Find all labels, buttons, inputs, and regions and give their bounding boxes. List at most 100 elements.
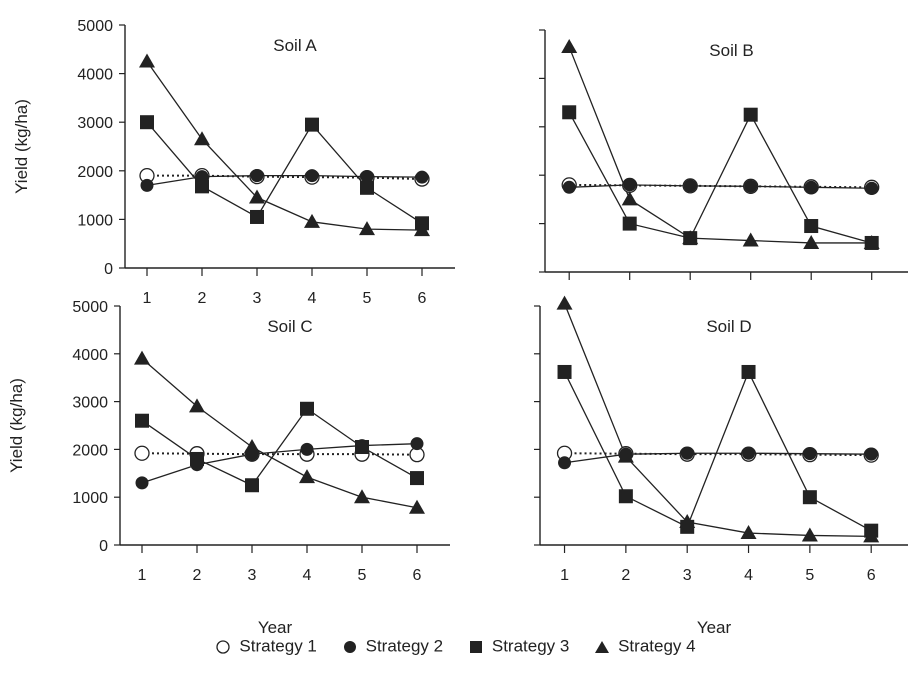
data-point-strategy-4	[863, 234, 880, 249]
data-point-strategy-2	[864, 447, 878, 461]
data-point-strategy-4	[414, 222, 430, 237]
data-point-strategy-3	[410, 471, 424, 486]
y-tick-label: 2000	[77, 164, 113, 181]
legend-item-strategy-2: Strategy 2	[342, 636, 444, 657]
series-line-strategy-3	[568, 111, 872, 244]
x-tick-label: 1	[143, 290, 152, 307]
data-point-strategy-3	[305, 117, 319, 132]
x-tick-label: 5	[358, 567, 367, 584]
legend-label: Strategy 4	[618, 636, 696, 656]
series-line-strategy-2	[146, 175, 423, 187]
data-point-strategy-2	[360, 170, 374, 184]
y-tick-label: 1000	[77, 212, 113, 229]
y-tick-label: 0	[104, 261, 113, 278]
x-tick-label: 1	[560, 567, 569, 584]
data-point-strategy-4	[621, 191, 638, 206]
data-point-strategy-2	[410, 437, 424, 451]
series-line-strategy-1	[141, 452, 418, 456]
data-point-strategy-4	[803, 234, 820, 249]
data-point-strategy-3	[190, 451, 204, 466]
data-point-strategy-2	[804, 180, 818, 194]
data-point-strategy-3	[557, 364, 572, 379]
data-point-strategy-2	[683, 179, 697, 193]
data-point-strategy-2	[742, 446, 756, 460]
data-point-strategy-2	[415, 170, 429, 184]
data-point-strategy-3	[300, 401, 314, 416]
data-point-strategy-2	[562, 180, 576, 194]
legend-label: Strategy 3	[491, 636, 570, 656]
data-point-strategy-2	[300, 442, 314, 456]
panel-soil-d: 1 2 3 4 5 6 Soil D Year	[534, 295, 908, 636]
panel-soil-b: Soil B	[539, 29, 908, 280]
data-point-strategy-4	[134, 350, 150, 365]
x-tick-label: 6	[413, 567, 422, 584]
y-axis-label: Yield (kg/ha)	[7, 378, 26, 473]
data-point-strategy-2	[140, 178, 154, 192]
x-axis-label: Year	[258, 618, 293, 636]
data-point-strategy-4	[617, 448, 634, 463]
panel-title: Soil D	[706, 317, 751, 336]
x-tick-label: 6	[418, 290, 427, 307]
x-tick-label: 3	[683, 567, 692, 584]
data-point-strategy-3	[562, 105, 577, 120]
data-point-strategy-4	[556, 295, 573, 310]
legend-label: Strategy 2	[365, 636, 444, 656]
data-point-strategy-2	[135, 476, 149, 490]
data-point-strategy-2	[744, 179, 758, 193]
series-line-strategy-4	[146, 61, 423, 231]
data-point-strategy-3	[622, 216, 637, 231]
series-line-strategy-2	[141, 443, 418, 484]
x-tick-label: 2	[193, 567, 202, 584]
x-tick-label: 4	[308, 290, 317, 307]
x-tick-label: 2	[621, 567, 630, 584]
open-circle-icon	[216, 640, 231, 654]
x-axis-label: Year	[697, 618, 732, 636]
filled-triangle-icon	[595, 640, 610, 653]
filled-circle-icon	[343, 640, 356, 653]
panel-title: Soil B	[709, 41, 753, 60]
data-point-strategy-4	[304, 213, 320, 228]
filled-square-icon	[469, 640, 482, 653]
series-line-strategy-4	[563, 303, 872, 538]
legend-item-strategy-1: Strategy 1	[215, 636, 317, 657]
data-point-strategy-1	[134, 445, 150, 461]
data-point-strategy-4	[561, 38, 578, 53]
panel-title: Soil C	[267, 317, 312, 336]
y-tick-label: 3000	[72, 395, 108, 412]
legend: Strategy 1 Strategy 2 Strategy 3 Strateg…	[0, 636, 911, 657]
data-point-strategy-4	[679, 514, 696, 529]
data-point-strategy-4	[409, 499, 425, 514]
x-tick-label: 4	[303, 567, 312, 584]
panel-soil-a: 0 1000 2000 3000 4000 5000 1 2 3 4 5 6 Soil A Yield (…	[12, 18, 455, 307]
data-point-strategy-3	[804, 219, 819, 234]
legend-item-strategy-3: Strategy 3	[468, 636, 570, 657]
y-axis-label: Yield (kg/ha)	[12, 99, 31, 194]
series-line-strategy-3	[563, 370, 872, 532]
data-point-strategy-4	[194, 131, 210, 146]
data-point-strategy-4	[801, 527, 818, 542]
data-point-strategy-4	[863, 528, 880, 543]
series-line-strategy-2	[564, 452, 872, 464]
legend-label: Strategy 1	[239, 636, 317, 656]
data-point-strategy-4	[189, 398, 205, 413]
y-tick-label: 4000	[72, 347, 108, 364]
data-point-strategy-2	[803, 447, 817, 461]
x-tick-label: 1	[138, 567, 147, 584]
panel-title: Soil A	[273, 36, 317, 55]
data-point-strategy-4	[299, 469, 315, 484]
x-tick-label: 2	[198, 290, 207, 307]
data-point-strategy-4	[249, 189, 265, 204]
y-tick-label: 4000	[77, 67, 113, 84]
data-point-strategy-2	[250, 169, 264, 183]
x-tick-label: 6	[867, 567, 876, 584]
y-tick-label: 3000	[77, 115, 113, 132]
data-point-strategy-3	[743, 107, 758, 122]
data-point-strategy-2	[558, 456, 572, 470]
x-tick-label: 5	[363, 290, 372, 307]
y-tick-label: 2000	[72, 442, 108, 459]
data-point-strategy-3	[250, 209, 264, 224]
data-point-strategy-4	[139, 53, 155, 68]
data-point-strategy-3	[195, 179, 209, 194]
data-point-strategy-3	[140, 115, 154, 130]
x-tick-label: 4	[744, 567, 753, 584]
